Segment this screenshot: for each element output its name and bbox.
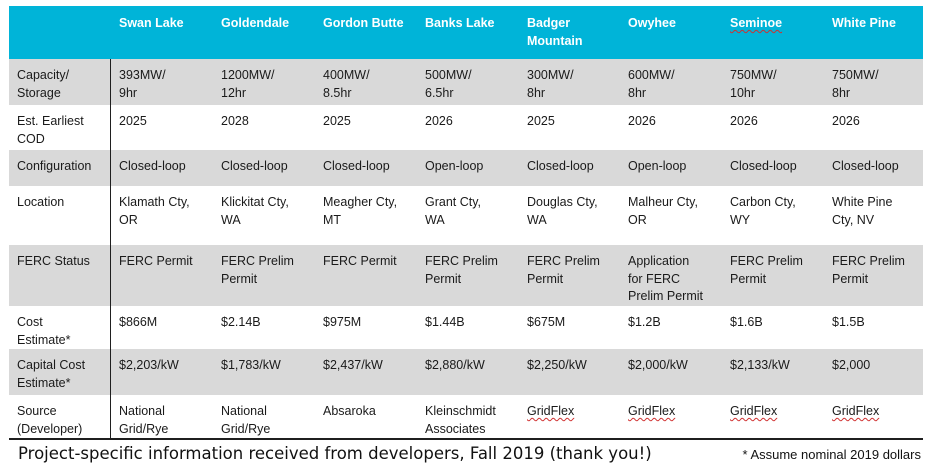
table-header-row: Swan Lake Goldendale Gordon Butte Banks …: [9, 6, 923, 59]
header-cell-seminoe: Seminoe: [730, 16, 783, 30]
table-row-capital-cost: Capital Cost Estimate* $2,203/kW $1,783/…: [9, 349, 923, 395]
table-bottom-rule: [9, 438, 923, 440]
table-cell: Absaroka: [323, 404, 376, 418]
table-cell: FERC Permit: [119, 254, 193, 268]
header-cell-goldendale: Goldendale: [221, 16, 290, 30]
footnote-source: Project-specific information received fr…: [18, 444, 652, 463]
row-label: Est. Earliest COD: [9, 105, 111, 150]
table-cell: Klickitat Cty, WA: [221, 195, 289, 227]
table-cell: Carbon Cty, WY: [730, 195, 796, 227]
table-cell: 1200MW/ 12hr: [221, 68, 275, 100]
row-label: FERC Status: [9, 245, 111, 306]
table-cell: Douglas Cty, WA: [527, 195, 598, 227]
comparison-table: Swan Lake Goldendale Gordon Butte Banks …: [9, 6, 923, 439]
table-cell: 2026: [832, 114, 860, 128]
table-cell: Grant Cty, WA: [425, 195, 482, 227]
table-cell: White Pine Cty, NV: [832, 195, 893, 227]
header-cell-owyhee: Owyhee: [628, 16, 676, 30]
table-cell: 393MW/ 9hr: [119, 68, 166, 100]
table-cell: 400MW/ 8.5hr: [323, 68, 370, 100]
header-cell-gordon-butte: Gordon Butte: [323, 16, 404, 30]
table-cell: FERC Prelim Permit: [832, 254, 905, 286]
header-cell-swan-lake: Swan Lake: [119, 16, 184, 30]
table-cell: 2026: [730, 114, 758, 128]
table-cell: $866M: [119, 315, 158, 329]
table-cell: $1,783/kW: [221, 358, 281, 372]
table-cell: Closed-loop: [221, 159, 288, 173]
table-cell: Malheur Cty, OR: [628, 195, 698, 227]
row-label: Location: [9, 186, 111, 245]
table-cell: FERC Prelim Permit: [425, 254, 498, 286]
table-cell: Klamath Cty, OR: [119, 195, 190, 227]
row-label: Source (Developer): [9, 395, 111, 439]
row-label: Cost Estimate*: [9, 306, 111, 349]
table-row-source: Source (Developer) National Grid/Rye Nat…: [9, 395, 923, 439]
table-row-location: Location Klamath Cty, OR Klickitat Cty, …: [9, 186, 923, 245]
table-cell: $2,000: [832, 358, 871, 372]
table-row-cost-estimate: Cost Estimate* $866M $2.14B $975M $1.44B…: [9, 306, 923, 349]
table-cell: GridFlex: [832, 404, 880, 418]
table-cell: $2,250/kW: [527, 358, 587, 372]
table-cell: $2,437/kW: [323, 358, 383, 372]
table-cell: Closed-loop: [527, 159, 594, 173]
header-cell-white-pine: White Pine: [832, 16, 896, 30]
table-cell: $2,203/kW: [119, 358, 179, 372]
table-cell: National Grid/Rye: [119, 404, 169, 436]
table-cell: $1.2B: [628, 315, 661, 329]
table-cell: $2.14B: [221, 315, 261, 329]
table-cell: $1.6B: [730, 315, 763, 329]
row-label: Capacity/ Storage: [9, 59, 111, 105]
table-cell: Meagher Cty, MT: [323, 195, 398, 227]
table-cell: 600MW/ 8hr: [628, 68, 675, 100]
table-cell: Closed-loop: [119, 159, 186, 173]
table-cell: FERC Permit: [323, 254, 397, 268]
table-row-ferc-status: FERC Status FERC Permit FERC Prelim Perm…: [9, 245, 923, 306]
table-cell: 2025: [323, 114, 351, 128]
table-cell: 2026: [628, 114, 656, 128]
table-cell: GridFlex: [730, 404, 778, 418]
table-cell: 750MW/ 8hr: [832, 68, 879, 100]
table-row-configuration: Configuration Closed-loop Closed-loop Cl…: [9, 150, 923, 186]
table-cell: FERC Prelim Permit: [730, 254, 803, 286]
table-cell: Application for FERC Prelim Permit: [628, 254, 704, 303]
table-cell: 750MW/ 10hr: [730, 68, 777, 100]
table-cell: 500MW/ 6.5hr: [425, 68, 472, 100]
table-cell: $675M: [527, 315, 566, 329]
row-label: Capital Cost Estimate*: [9, 349, 111, 395]
table-cell: 300MW/ 8hr: [527, 68, 574, 100]
table-cell: Open-loop: [425, 159, 484, 173]
footnote-assumption: * Assume nominal 2019 dollars: [742, 447, 922, 462]
table-cell: $1.44B: [425, 315, 465, 329]
table-cell: $2,000/kW: [628, 358, 688, 372]
table-cell: FERC Prelim Permit: [221, 254, 294, 286]
table-cell: $975M: [323, 315, 362, 329]
table-cell: 2025: [527, 114, 555, 128]
table-cell: Open-loop: [628, 159, 687, 173]
table-cell: FERC Prelim Permit: [527, 254, 600, 286]
table-cell: GridFlex: [628, 404, 676, 418]
header-cell-blank: [9, 6, 111, 59]
table-cell: $1.5B: [832, 315, 865, 329]
row-label: Configuration: [9, 150, 111, 186]
table-cell: 2025: [119, 114, 147, 128]
table-row-capacity: Capacity/ Storage 393MW/ 9hr 1200MW/ 12h…: [9, 59, 923, 105]
table-cell: $2,880/kW: [425, 358, 485, 372]
table-cell: National Grid/Rye: [221, 404, 271, 436]
header-cell-badger-mountain: Badger Mountain: [527, 16, 583, 48]
table-cell: Closed-loop: [730, 159, 797, 173]
table-cell: Closed-loop: [832, 159, 899, 173]
table-cell: 2026: [425, 114, 453, 128]
header-cell-banks-lake: Banks Lake: [425, 16, 495, 30]
table-cell: Closed-loop: [323, 159, 390, 173]
table-cell: Kleinschmidt Associates: [425, 404, 496, 436]
table-cell: 2028: [221, 114, 249, 128]
table-row-cod: Est. Earliest COD 2025 2028 2025 2026 20…: [9, 105, 923, 150]
table-cell: GridFlex: [527, 404, 575, 418]
table-cell: $2,133/kW: [730, 358, 790, 372]
